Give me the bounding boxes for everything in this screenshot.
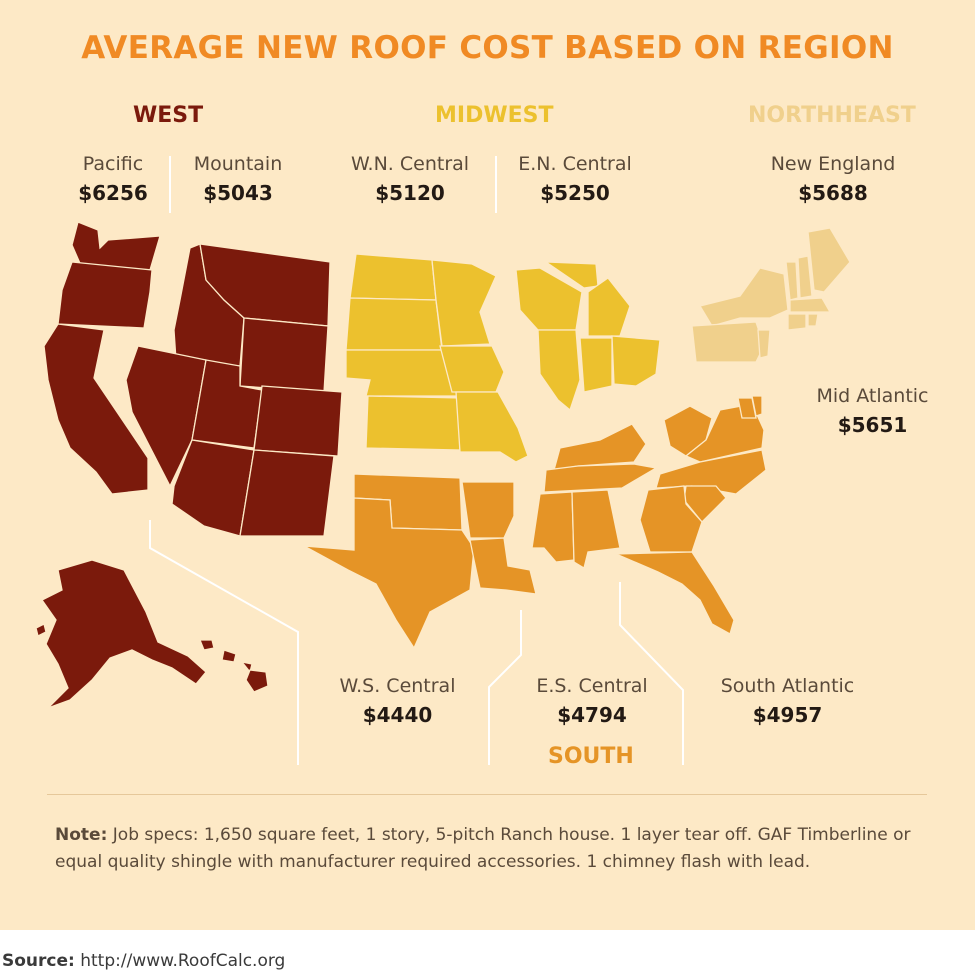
- en-central-value: $5250: [540, 181, 610, 205]
- region-west-label: WEST: [133, 103, 204, 128]
- wn-central-value: $5120: [375, 181, 445, 205]
- pacific-value: $6256: [78, 181, 148, 205]
- pacific-division: [35, 221, 269, 709]
- pennsylvania-state: [691, 321, 765, 363]
- ws-central-value: $4440: [362, 703, 433, 727]
- michigan-lower-peninsula: [587, 277, 631, 337]
- colorado-state: [253, 385, 343, 457]
- alaska-island: [35, 623, 47, 637]
- new-england-label-group: New England $5688: [748, 153, 918, 205]
- washington-state: [71, 221, 161, 271]
- missouri-state: [455, 391, 529, 463]
- hawaii-oahu: [221, 649, 237, 663]
- region-south-label: SOUTH: [548, 744, 634, 769]
- illinois-state: [537, 329, 581, 412]
- massachusetts-state: [789, 297, 832, 313]
- south-dakota-state: [345, 297, 443, 351]
- us-region-map: [35, 156, 851, 765]
- hawaii-big-island: [245, 669, 269, 693]
- pacific-label-group: Pacific $6256: [58, 153, 168, 205]
- new-jersey-state: [757, 329, 771, 359]
- ws-central-label: W.S. Central: [339, 675, 456, 697]
- mid-atlantic-label: Mid Atlantic: [816, 385, 929, 407]
- georgia-state: [639, 485, 703, 553]
- north-carolina-state: [655, 449, 767, 495]
- es-central-label: E.S. Central: [536, 675, 648, 697]
- south-atlantic-label-group: South Atlantic $4957: [700, 675, 875, 727]
- infographic-title: AVERAGE NEW ROOF COST BASED ON REGION: [81, 30, 894, 66]
- wn-central-label: W.N. Central: [350, 153, 470, 175]
- wyoming-state: [239, 317, 329, 393]
- connecticut-state: [787, 313, 807, 331]
- note-text: Job specs: 1,650 square feet, 1 story, 5…: [55, 825, 911, 872]
- south-atlantic-division: [615, 395, 767, 635]
- mountain-label: Mountain: [193, 153, 283, 175]
- iowa-state: [439, 345, 505, 393]
- source-label: Source:: [2, 951, 75, 971]
- alaska-state: [41, 559, 207, 709]
- mississippi-state: [531, 491, 575, 563]
- arkansas-state: [461, 481, 515, 539]
- region-northeast-label: NORTHHEAST: [748, 103, 916, 128]
- north-dakota-state: [349, 253, 437, 301]
- new-hampshire-state: [797, 255, 813, 299]
- mid-atlantic-value: $5651: [837, 413, 908, 437]
- es-central-division: [531, 423, 658, 570]
- kentucky-state: [553, 423, 647, 471]
- texas-state: [303, 497, 475, 650]
- note-block: Note: Job specs: 1,650 square feet, 1 st…: [55, 822, 935, 875]
- es-central-label-group: E.S. Central $4794: [516, 675, 668, 727]
- new-mexico-state: [239, 449, 335, 537]
- en-central-division: [515, 261, 661, 412]
- northeast-region: [691, 227, 851, 363]
- mid-atlantic-label-group: Mid Atlantic $5651: [800, 385, 945, 437]
- wn-central-division: [345, 253, 529, 463]
- en-central-label-group: E.N. Central $5250: [500, 153, 650, 205]
- florida-state: [615, 551, 735, 635]
- tennessee-state: [543, 463, 658, 493]
- note-divider: [47, 794, 927, 795]
- maryland-state: [737, 397, 757, 419]
- alabama-state: [571, 489, 621, 570]
- oregon-state: [57, 261, 153, 329]
- region-midwest-label: MIDWEST: [435, 103, 554, 128]
- vermont-state: [785, 261, 799, 301]
- note-label: Note:: [55, 825, 108, 845]
- california-state: [43, 323, 149, 495]
- rhode-island-state: [807, 313, 819, 327]
- mountain-value: $5043: [203, 181, 273, 205]
- wn-central-label-group: W.N. Central $5120: [335, 153, 485, 205]
- source-line: Source: http://www.RoofCalc.org: [2, 951, 285, 971]
- ws-central-division: [303, 473, 537, 650]
- en-central-label: E.N. Central: [518, 153, 632, 175]
- new-england-label: New England: [770, 153, 896, 175]
- south-atlantic-label: South Atlantic: [720, 675, 855, 697]
- south-atlantic-value: $4957: [752, 703, 823, 727]
- es-central-value: $4794: [557, 703, 627, 727]
- ws-central-label-group: W.S. Central $4440: [320, 675, 475, 727]
- maine-state: [807, 227, 851, 293]
- new-york-state: [698, 267, 789, 327]
- new-england-value: $5688: [798, 181, 868, 205]
- pacific-label: Pacific: [82, 153, 144, 175]
- mountain-division: [125, 243, 343, 537]
- delaware-state: [751, 395, 763, 417]
- louisiana-state: [469, 537, 537, 595]
- mountain-label-group: Mountain $5043: [178, 153, 298, 205]
- indiana-state: [579, 337, 613, 393]
- hawaii-kauai: [199, 639, 215, 651]
- source-url[interactable]: http://www.RoofCalc.org: [80, 951, 286, 971]
- minnesota-state: [431, 259, 497, 347]
- kansas-state: [365, 395, 461, 451]
- ohio-state: [611, 335, 661, 387]
- divider-lines: [149, 156, 684, 765]
